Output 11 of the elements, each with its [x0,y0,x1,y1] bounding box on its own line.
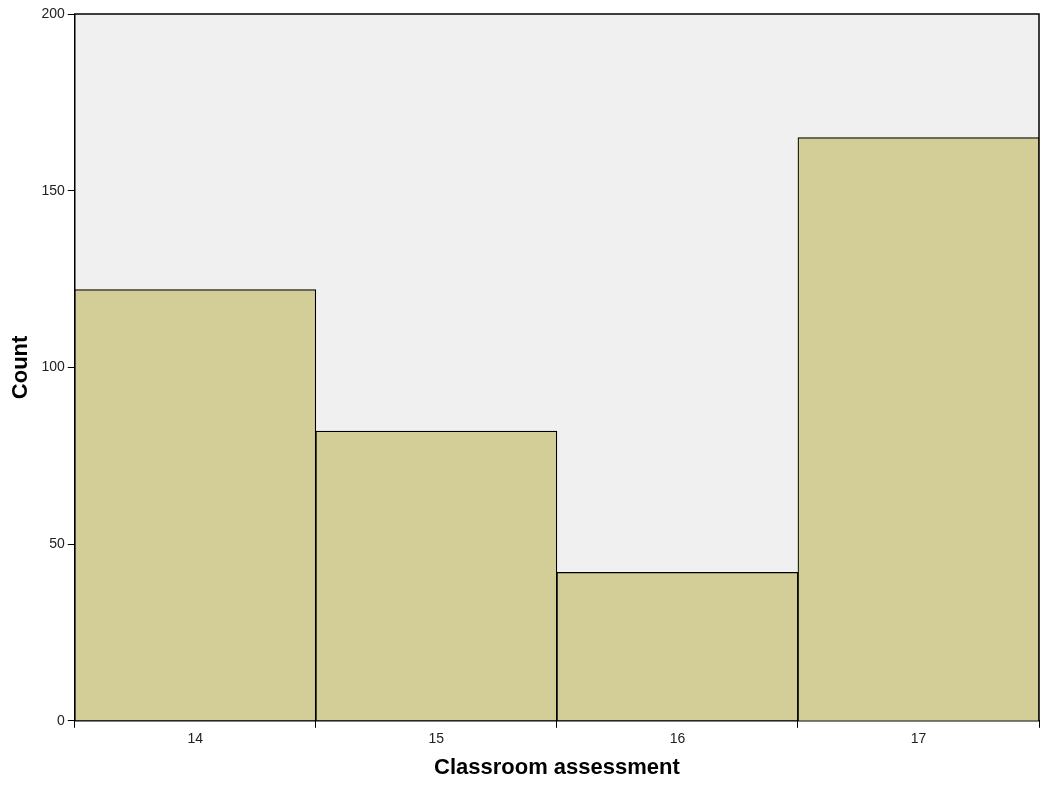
x-tick-label: 17 [910,730,927,747]
y-tick-label: 150 [41,181,65,198]
x-tick-label: 15 [428,730,445,747]
y-tick-label: 0 [56,711,65,728]
x-axis-title: Classroom assessment [433,753,681,779]
x-tick-label: 16 [669,730,686,747]
x-tick-label: 14 [187,730,204,747]
y-tick-label: 200 [41,4,65,21]
y-tick-label: 100 [41,358,65,375]
y-tick-label: 50 [49,534,65,551]
y-axis-title: Count [7,334,33,400]
